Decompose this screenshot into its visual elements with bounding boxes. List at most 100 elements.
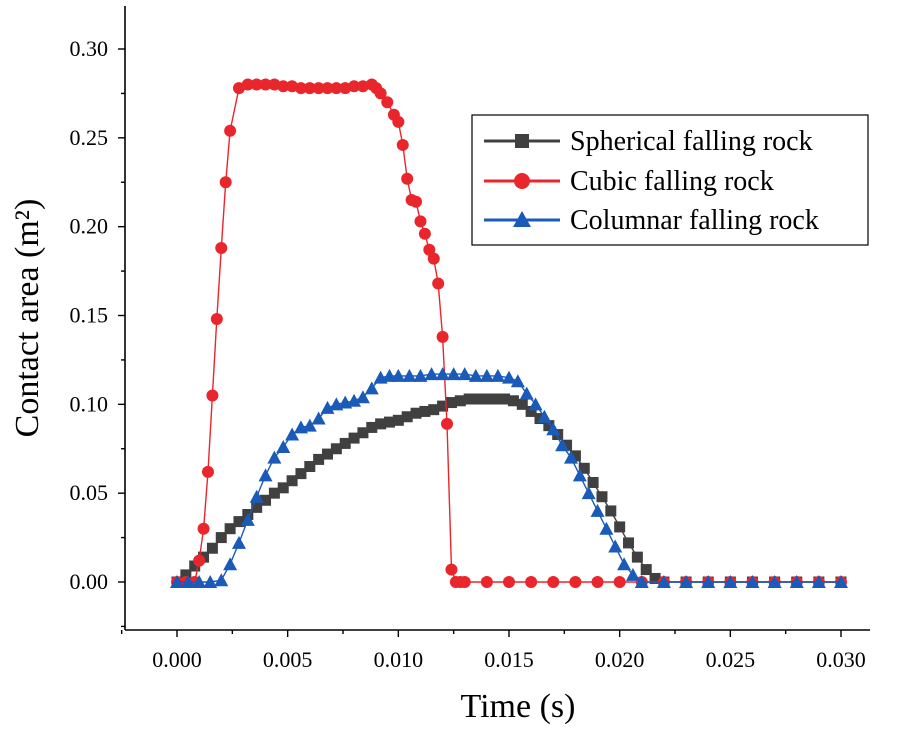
data-point-columnar [608,539,623,553]
data-point-spherical [348,432,360,444]
data-point-columnar [834,575,848,588]
y-tick-label: 0.20 [70,214,109,239]
legend-entry-cubic: Cubic falling rock [484,166,774,197]
data-point-spherical [569,450,581,462]
data-point-spherical [463,393,475,405]
data-point-columnar [723,575,738,588]
data-point-columnar [767,575,782,588]
data-point-columnar [192,575,207,588]
x-axis-ticks: 0.000 0.005 0.010 0.015 0.020 0.025 0.030 [120,630,866,672]
data-point-columnar [546,422,561,436]
data-point-cubic [321,82,334,95]
data-point-columnar [258,468,273,482]
data-point-columnar [528,397,543,411]
data-point-columnar [599,521,614,535]
data-point-columnar [617,557,632,571]
data-point-spherical [631,551,643,563]
data-point-cubic [525,576,538,588]
data-point-cubic [458,576,471,588]
data-point-spherical [295,468,307,480]
legend-marker-columnar [513,211,531,227]
x-tick-label: 0.005 [263,647,313,672]
data-point-columnar [490,368,505,382]
y-tick-label: 0.25 [70,125,109,150]
data-point-columnar [170,575,184,588]
data-point-spherical [189,560,201,572]
data-point-spherical [383,416,395,428]
data-point-cubic [193,554,206,567]
data-point-spherical [490,393,502,405]
data-point-columnar [382,368,397,382]
data-point-cubic [569,576,582,588]
data-point-columnar [590,503,605,517]
data-point-columnar [320,400,335,414]
data-point-spherical [605,505,617,517]
y-tick-label: 0.00 [70,569,109,594]
data-point-spherical [623,537,635,549]
data-point-columnar [240,512,255,526]
data-point-cubic [480,576,493,588]
data-point-cubic [215,241,228,254]
data-point-columnar [203,575,218,588]
data-point-columnar [402,368,417,382]
data-point-spherical [649,572,661,584]
data-point-spherical [375,418,387,430]
data-point-cubic [224,124,237,137]
data-point-cubic [210,313,223,326]
data-point-spherical [206,542,218,554]
data-point-spherical [366,421,378,433]
data-point-spherical [428,404,440,416]
data-point-columnar [364,381,379,395]
data-point-spherical [419,405,431,417]
data-point-cubic [591,576,604,588]
series-columnar [170,367,848,588]
data-point-spherical [339,437,351,449]
data-point-spherical [445,397,457,409]
data-point-cubic [410,195,423,208]
data-point-columnar [745,575,760,588]
y-tick-label: 0.05 [70,480,109,505]
data-point-columnar [311,411,326,425]
data-point-cubic [259,78,272,91]
data-point-spherical [561,439,573,451]
data-point-cubic [423,243,436,256]
data-point-cubic [277,80,290,93]
data-point-columnar [347,393,362,407]
data-point-cubic [613,576,626,588]
data-point-spherical [313,453,325,465]
y-axis-ticks: 0.00 0.05 0.10 0.15 0.20 0.25 0.30 [70,36,125,628]
data-point-columnar [181,575,196,588]
data-point-cubic [401,172,414,185]
data-point-cubic [381,96,394,109]
data-point-spherical [525,405,537,417]
data-point-columnar [231,535,246,549]
legend-entry-columnar: Columnar falling rock [484,205,819,236]
legend-entry-spherical: Spherical falling rock [484,126,813,157]
data-point-spherical [304,461,316,473]
data-point-spherical [251,501,263,513]
data-point-spherical [277,482,289,494]
data-point-columnar [391,368,406,382]
data-point-spherical [357,427,369,439]
data-point-columnar [581,486,596,500]
data-point-columnar [413,368,428,382]
data-point-cubic [219,176,232,189]
data-point-spherical [392,414,404,426]
data-point-cubic [201,465,214,478]
data-point-cubic [396,138,409,151]
data-point-cubic [250,78,263,91]
x-tick-label: 0.000 [152,647,202,672]
legend-label-cubic: Cubic falling rock [570,166,774,197]
data-point-cubic [441,417,454,430]
data-point-spherical [578,462,590,474]
data-point-cubic [427,252,440,265]
data-point-spherical [472,393,484,405]
data-point-columnar [276,439,291,453]
y-tick-label: 0.10 [70,391,109,416]
data-point-spherical [596,491,608,503]
data-point-spherical [507,395,519,407]
series-spherical [171,393,847,588]
data-point-columnar [811,575,826,588]
data-point-columnar [249,489,264,503]
